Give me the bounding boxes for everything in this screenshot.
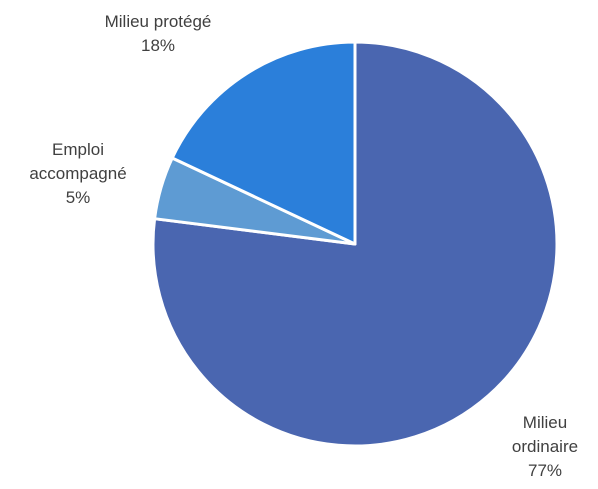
slice-percent-label: 5%: [66, 188, 91, 207]
slice-percent-label: 18%: [141, 36, 175, 55]
pie-slice-2: [170, 40, 357, 246]
slice-category-label: accompagné: [29, 164, 126, 183]
slice-label-0: Milieu ordinaire 77%: [512, 413, 578, 480]
pie-labels: Milieu ordinaire 77% Emploi accompagné 5% Mili…: [29, 12, 578, 480]
slice-category-label: Milieu: [523, 413, 567, 432]
slice-category-label: ordinaire: [512, 437, 578, 456]
pie-slices: [151, 40, 559, 448]
slice-label-1: Emploi accompagné 5%: [29, 140, 126, 207]
slice-category-label: Emploi: [52, 140, 104, 159]
slice-label-2: Milieu protégé 18%: [105, 12, 212, 55]
slice-category-label: Milieu protégé: [105, 12, 212, 31]
slice-percent-label: 77%: [528, 461, 562, 480]
